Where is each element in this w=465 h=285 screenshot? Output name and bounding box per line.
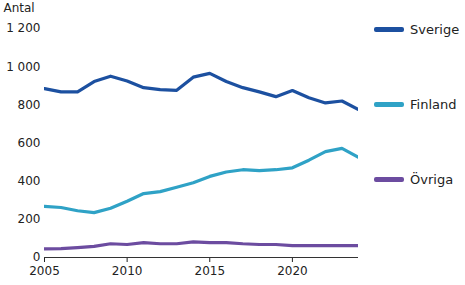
svg-text:400: 400: [18, 174, 41, 188]
svg-text:1 200: 1 200: [6, 21, 40, 35]
html-text:Finland: Finland: [410, 97, 457, 112]
svg-text:Antal: Antal: [4, 1, 35, 15]
svg-text:2015: 2015: [194, 264, 225, 278]
svg-text:2020: 2020: [277, 264, 308, 278]
svg-text:600: 600: [18, 136, 41, 150]
svg-text:200: 200: [18, 212, 41, 226]
svg-text:2005: 2005: [29, 264, 60, 278]
svg-text:0: 0: [33, 250, 41, 264]
html-text:Övriga: Övriga: [410, 172, 454, 187]
svg-text:1 000: 1 000: [6, 60, 40, 74]
svg-text:2010: 2010: [112, 264, 143, 278]
html-text:Sverige: Sverige: [410, 22, 460, 37]
svg-text:800: 800: [18, 98, 41, 112]
